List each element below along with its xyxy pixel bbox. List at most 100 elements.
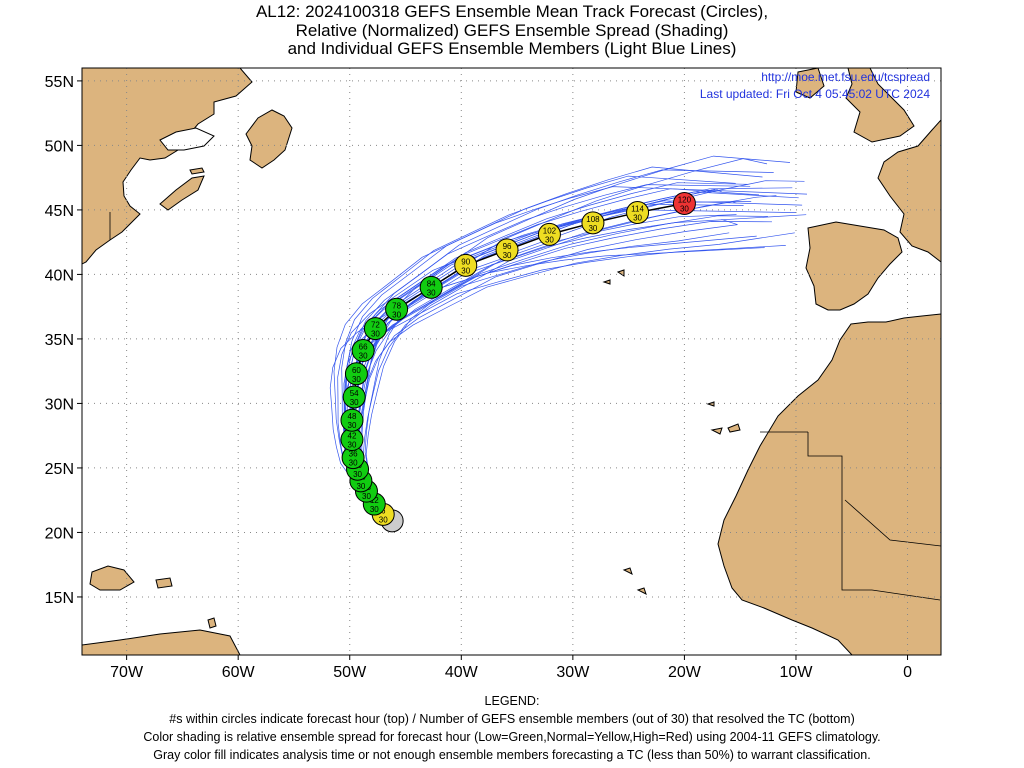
track-circle bbox=[495, 238, 519, 262]
source-url[interactable]: http://moe.met.fsu.edu/tcspread bbox=[761, 70, 930, 84]
forecast-hour-label: 12 bbox=[370, 496, 379, 505]
forecast-hour-label: 96 bbox=[503, 242, 512, 251]
track-circle bbox=[342, 385, 366, 409]
track-circle bbox=[454, 253, 478, 277]
legend-line-2: Color shading is relative ensemble sprea… bbox=[143, 730, 881, 744]
member-count-label: 30 bbox=[353, 470, 362, 479]
forecast-hour-label: 120 bbox=[678, 195, 692, 204]
lon-label: 50W bbox=[333, 664, 367, 681]
trinidad-land bbox=[207, 617, 217, 629]
member-count-label: 30 bbox=[680, 204, 689, 213]
lon-label: 10W bbox=[780, 664, 814, 681]
member-count-label: 30 bbox=[352, 375, 361, 384]
track-circle bbox=[344, 362, 368, 386]
canary-islands-land bbox=[710, 423, 741, 435]
member-count-label: 30 bbox=[371, 330, 380, 339]
ireland-land bbox=[795, 68, 825, 99]
lat-label: 35N bbox=[45, 332, 74, 349]
chart-title-line-1: AL12: 2024100318 GEFS Ensemble Mean Trac… bbox=[255, 2, 769, 21]
member-count-label: 30 bbox=[392, 310, 401, 319]
land-layer bbox=[82, 68, 941, 655]
track-circle bbox=[363, 317, 387, 341]
country-borders bbox=[109, 212, 941, 601]
forecast-hour-label: 42 bbox=[348, 432, 357, 441]
member-count-label: 30 bbox=[379, 515, 388, 524]
lat-label: 20N bbox=[45, 525, 74, 542]
puerto-rico-land bbox=[155, 577, 173, 589]
member-count-label: 30 bbox=[370, 505, 379, 514]
lon-label: 30W bbox=[556, 664, 590, 681]
member-count-label: 30 bbox=[633, 213, 642, 222]
track-circle bbox=[419, 275, 443, 299]
iberia-land bbox=[805, 221, 903, 311]
labrador-land bbox=[159, 127, 215, 151]
member-count-label: 30 bbox=[545, 235, 554, 244]
forecast-hour-label: 114 bbox=[631, 204, 644, 213]
forecast-hour-label: 60 bbox=[352, 366, 361, 375]
member-count-label: 30 bbox=[349, 459, 358, 468]
member-count-label: 30 bbox=[427, 288, 436, 297]
map-frame bbox=[81, 67, 942, 656]
track-circle bbox=[537, 222, 561, 246]
latitude-labels: 55N 50N 45N 40N 35N 30N 25N 20N 15N bbox=[45, 74, 82, 607]
lon-label: 0 bbox=[903, 664, 912, 681]
track-circle bbox=[385, 297, 409, 321]
lat-label: 15N bbox=[45, 590, 74, 607]
lon-label: 40W bbox=[445, 664, 479, 681]
member-count-label: 30 bbox=[359, 352, 368, 361]
africa-land bbox=[717, 313, 941, 655]
pei-land bbox=[189, 167, 205, 175]
last-updated: Last updated: Fri Oct 4 05:45:02 UTC 202… bbox=[700, 87, 930, 101]
legend-line-1: #s within circles indicate forecast hour… bbox=[169, 712, 855, 726]
forecast-hour-label: 66 bbox=[359, 343, 368, 352]
forecast-hour-label: 36 bbox=[349, 450, 358, 459]
nova-scotia-land bbox=[159, 175, 205, 211]
track-circle bbox=[340, 408, 364, 432]
forecast-hour-label: 78 bbox=[392, 301, 401, 310]
track-circle bbox=[672, 191, 696, 215]
lat-label: 30N bbox=[45, 396, 74, 413]
forecast-hour-label: 54 bbox=[350, 389, 359, 398]
newfoundland-land bbox=[245, 109, 293, 169]
member-count-label: 30 bbox=[348, 421, 357, 430]
great-britain-land bbox=[845, 68, 915, 143]
track-circles: 0630123018302430303036304230483054306030… bbox=[340, 191, 696, 533]
lat-label: 50N bbox=[45, 138, 74, 155]
lon-label: 70W bbox=[110, 664, 144, 681]
north-america-land bbox=[82, 68, 253, 265]
legend-heading: LEGEND: bbox=[484, 694, 540, 708]
member-count-label: 30 bbox=[350, 398, 359, 407]
forecast-hour-label: 48 bbox=[348, 412, 357, 421]
forecast-hour-label: 90 bbox=[461, 257, 470, 266]
forecast-hour-label: 84 bbox=[427, 279, 436, 288]
lon-label: 20W bbox=[668, 664, 702, 681]
member-count-label: 30 bbox=[503, 251, 512, 260]
member-count-label: 30 bbox=[356, 482, 365, 491]
member-count-label: 30 bbox=[588, 224, 597, 233]
chart-title-line-2: Relative (Normalized) GEFS Ensemble Spre… bbox=[295, 21, 729, 40]
chart-title-line-3: and Individual GEFS Ensemble Members (Li… bbox=[287, 39, 737, 58]
hispaniola-land bbox=[89, 565, 135, 591]
forecast-hour-label: 102 bbox=[543, 226, 557, 235]
lat-label: 40N bbox=[45, 267, 74, 284]
azores-land bbox=[602, 269, 625, 285]
track-circle bbox=[581, 211, 605, 235]
legend-line-3: Gray color fill indicates analysis time … bbox=[153, 748, 871, 762]
track-circle bbox=[626, 200, 650, 224]
cape-verde-land bbox=[622, 567, 647, 595]
